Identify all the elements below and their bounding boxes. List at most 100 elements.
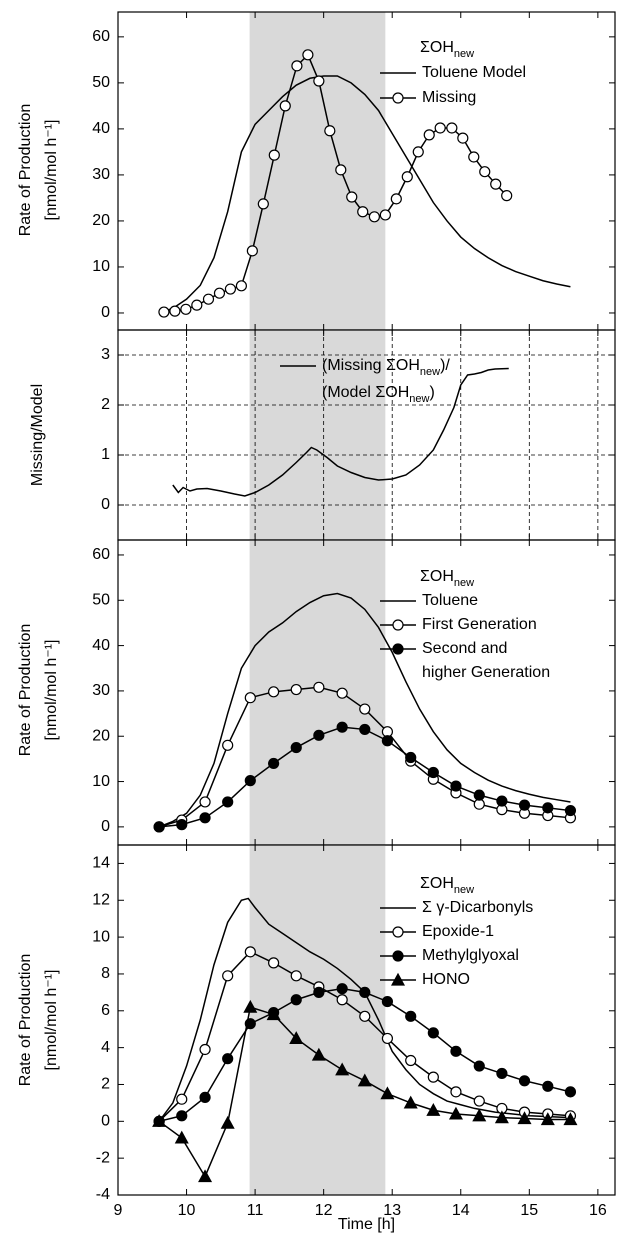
marker bbox=[381, 995, 394, 1008]
y-tick-label: 8 bbox=[101, 965, 110, 982]
marker bbox=[291, 60, 303, 72]
marker bbox=[235, 280, 247, 292]
marker bbox=[290, 994, 302, 1006]
legend-label-part: new bbox=[420, 366, 440, 378]
plot-area bbox=[153, 592, 577, 833]
y-axis-label: [nmol/mol h⁻¹] bbox=[43, 640, 60, 741]
marker bbox=[518, 1075, 531, 1087]
marker bbox=[473, 1060, 485, 1072]
marker bbox=[213, 287, 226, 299]
marker bbox=[158, 306, 170, 318]
y-tick-label: 60 bbox=[92, 28, 110, 45]
marker bbox=[176, 1093, 188, 1105]
marker bbox=[335, 1062, 350, 1076]
y-tick-label: 20 bbox=[92, 727, 110, 744]
marker bbox=[268, 757, 280, 770]
legend-label: HONO bbox=[422, 971, 470, 988]
legend-label: Σ γ-Dicarbonyls bbox=[422, 899, 533, 916]
marker bbox=[290, 970, 302, 982]
marker bbox=[199, 796, 211, 808]
marker bbox=[176, 1110, 188, 1122]
marker bbox=[199, 1091, 211, 1103]
marker bbox=[268, 686, 280, 698]
marker bbox=[427, 1071, 439, 1083]
legend-label: (Model ΣOHnew) bbox=[322, 384, 435, 405]
y-tick-label: 40 bbox=[92, 637, 110, 654]
marker bbox=[199, 1043, 211, 1056]
marker bbox=[496, 795, 508, 807]
marker bbox=[302, 49, 314, 61]
marker bbox=[359, 986, 371, 998]
y-axis-label: Rate of Production bbox=[17, 954, 34, 1087]
plot-area bbox=[172, 367, 509, 497]
marker bbox=[563, 1112, 578, 1126]
marker bbox=[224, 283, 237, 295]
legend-marker bbox=[392, 92, 404, 104]
series-line bbox=[172, 367, 509, 497]
marker bbox=[313, 681, 325, 693]
x-tick-label: 12 bbox=[315, 1202, 333, 1219]
marker bbox=[494, 1110, 509, 1124]
marker bbox=[257, 198, 269, 210]
x-tick-label: 10 bbox=[178, 1202, 196, 1219]
highlight-band bbox=[249, 12, 386, 330]
y-tick-label: 10 bbox=[92, 928, 110, 945]
y-tick-label: 2 bbox=[101, 1076, 110, 1093]
marker bbox=[198, 1169, 213, 1183]
marker bbox=[401, 171, 413, 183]
legend-label-part: (Model ΣOH bbox=[322, 384, 409, 401]
marker bbox=[518, 799, 531, 811]
marker bbox=[468, 151, 480, 163]
legend-label: First Generation bbox=[422, 616, 537, 633]
marker bbox=[336, 687, 348, 699]
legend-label: Toluene Model bbox=[422, 64, 526, 81]
marker bbox=[542, 802, 554, 814]
marker bbox=[357, 206, 369, 218]
marker bbox=[359, 703, 371, 715]
marker bbox=[191, 299, 203, 311]
marker bbox=[153, 821, 165, 833]
marker bbox=[336, 983, 348, 995]
legend-label-part: )/ bbox=[440, 357, 450, 374]
legend-label-part: ) bbox=[429, 384, 434, 401]
marker bbox=[457, 132, 469, 144]
marker bbox=[473, 789, 485, 801]
marker bbox=[501, 190, 513, 202]
legend-marker bbox=[392, 619, 404, 631]
marker bbox=[169, 305, 181, 317]
y-tick-label: -4 bbox=[96, 1186, 110, 1203]
legend-title-part: new bbox=[454, 577, 474, 589]
y-axis-label: [nmol/mol h⁻¹] bbox=[43, 970, 60, 1071]
y-tick-label: 3 bbox=[101, 346, 110, 363]
y-tick-label: 50 bbox=[92, 591, 110, 608]
marker bbox=[222, 1053, 234, 1065]
marker bbox=[368, 211, 380, 223]
marker bbox=[379, 209, 391, 221]
legend-title: ΣOHnew bbox=[420, 39, 474, 60]
marker bbox=[336, 994, 348, 1006]
y-tick-label: 10 bbox=[92, 773, 110, 790]
marker bbox=[290, 741, 302, 754]
y-tick-label: 6 bbox=[101, 1002, 110, 1019]
y-tick-label: 0 bbox=[101, 1113, 110, 1130]
marker bbox=[313, 986, 325, 998]
marker bbox=[427, 766, 439, 779]
marker bbox=[434, 122, 446, 134]
y-tick-label: 0 bbox=[101, 496, 110, 513]
marker bbox=[448, 1106, 463, 1120]
marker bbox=[357, 1073, 372, 1087]
y-tick-label: 12 bbox=[92, 891, 110, 908]
marker bbox=[222, 796, 234, 808]
legend-label-part: Missing bbox=[422, 89, 476, 106]
legend-label: Second and bbox=[422, 640, 507, 657]
marker bbox=[268, 149, 280, 161]
marker bbox=[405, 1054, 417, 1067]
marker bbox=[380, 1086, 395, 1100]
legend-label-part: First Generation bbox=[422, 616, 537, 633]
legend-label-part: Σ γ-Dicarbonyls bbox=[422, 899, 533, 916]
marker bbox=[266, 1007, 281, 1021]
y-tick-label: 30 bbox=[92, 682, 110, 699]
marker bbox=[220, 1115, 235, 1129]
marker bbox=[313, 75, 325, 87]
y-tick-label: 30 bbox=[92, 166, 110, 183]
